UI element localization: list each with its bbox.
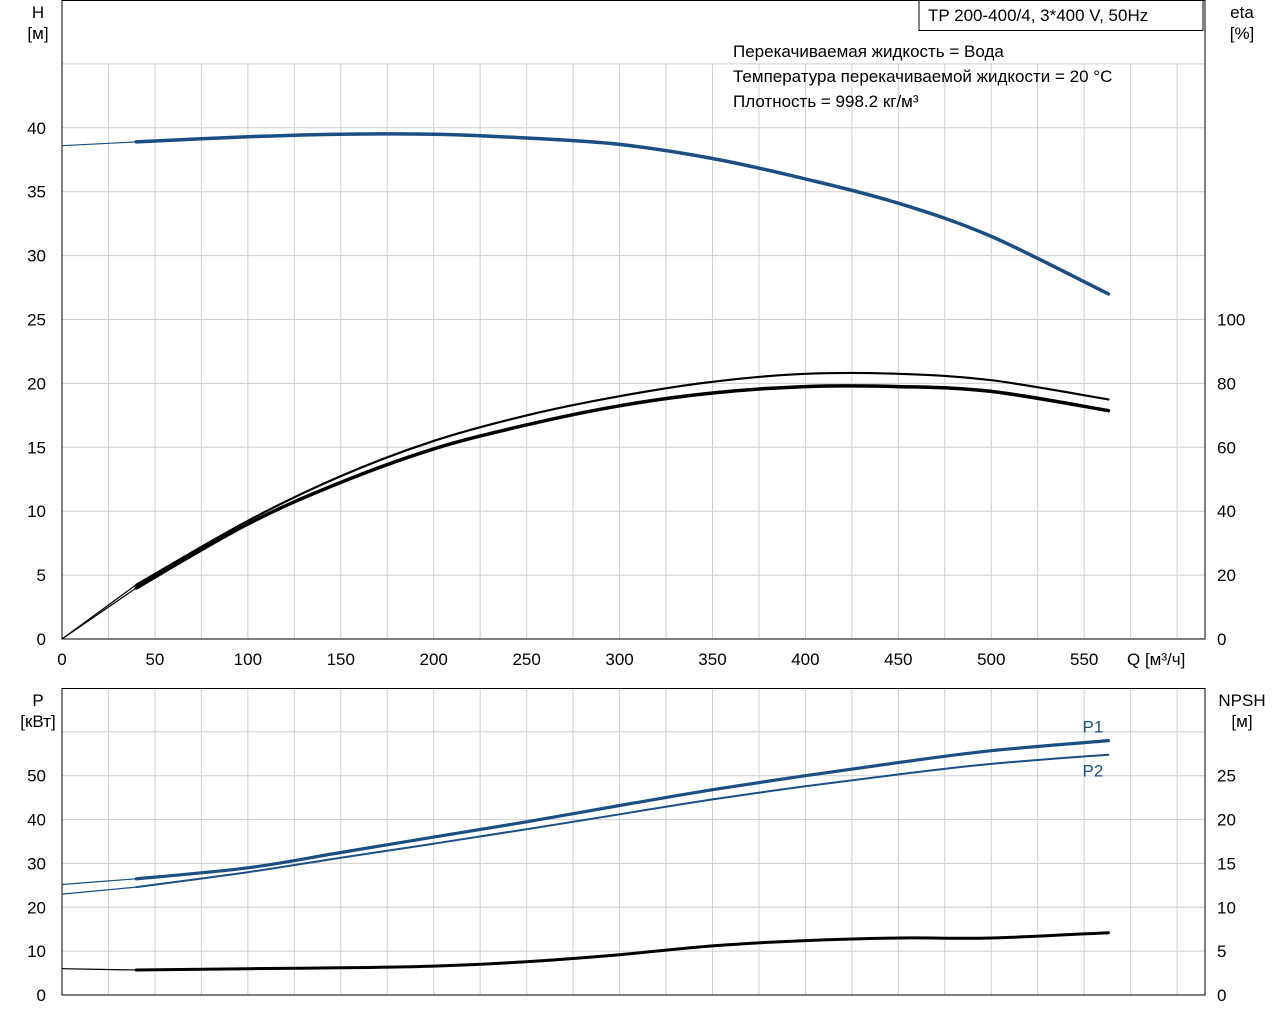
x-tick-label: 500: [977, 650, 1005, 669]
y-left-tick-label: 0: [37, 630, 46, 649]
x-tick-label: 100: [234, 650, 262, 669]
series-0-line: [134, 132, 1111, 296]
series-label-P1: P1: [1083, 718, 1104, 737]
x-tick-label: 400: [791, 650, 819, 669]
series-2-extrapolated-line: [61, 587, 137, 640]
y-left-tick-label: 30: [27, 247, 46, 266]
y-right-tick-label: 25: [1217, 767, 1236, 786]
grid: [62, 63, 1205, 639]
x-axis-label: Q [м³/ч]: [1127, 650, 1185, 669]
series-2-line: [134, 931, 1110, 972]
y-left-tick-label: 20: [27, 374, 46, 393]
title-box: [918, 0, 1204, 31]
series-2-extrapolated-line: [61, 968, 137, 971]
x-tick-label: 300: [605, 650, 633, 669]
y-left-tick-label: 25: [27, 311, 46, 330]
chart-title: TP 200-400/4, 3*400 V, 50Hz: [928, 6, 1148, 25]
y-right-axis-unit: [м]: [1231, 712, 1252, 731]
y-left-tick-label: 10: [27, 942, 46, 961]
y-right-tick-label: 10: [1217, 898, 1236, 917]
y-right-tick-label: 60: [1217, 438, 1236, 457]
y-left-tick-label: 20: [27, 898, 46, 917]
y-left-axis-unit: [кВт]: [20, 712, 55, 731]
y-right-tick-label: 0: [1217, 986, 1226, 1005]
y-right-axis-unit: [%]: [1230, 24, 1255, 43]
x-tick-label: 550: [1070, 650, 1098, 669]
y-right-axis-label: eta: [1230, 3, 1254, 22]
y-left-axis-label: P: [32, 691, 43, 710]
y-left-tick-label: 40: [27, 119, 46, 138]
y-left-tick-label: 35: [27, 183, 46, 202]
y-left-tick-label: 30: [27, 854, 46, 873]
grid: [62, 688, 1205, 995]
info-line: Перекачиваемая жидкость = Вода: [733, 42, 1004, 61]
series-0-extrapolated-line: [61, 141, 137, 147]
y-right-tick-label: 15: [1217, 854, 1236, 873]
y-left-tick-label: 50: [27, 767, 46, 786]
power-npsh-chart: P1 P2 0 10 20 30 40 50 0 5 10 15 20 25 P [кВт] NPSH [м]: [20, 688, 1266, 1005]
x-tick-label: 350: [698, 650, 726, 669]
y-right-tick-label: 20: [1217, 811, 1236, 830]
series-1-line: [135, 371, 1110, 586]
y-left-axis-unit: [м]: [27, 24, 48, 43]
series-label-P2: P2: [1083, 762, 1104, 781]
info-line: Температура перекачиваемой жидкости = 20…: [733, 67, 1112, 86]
y-left-tick-label: 5: [37, 566, 46, 585]
y-left-tick-label: 0: [37, 986, 46, 1005]
y-right-tick-label: 80: [1217, 374, 1236, 393]
series-0-line: [134, 739, 1110, 881]
y-right-tick-label: 20: [1217, 566, 1236, 585]
y-left-tick-label: 15: [27, 438, 46, 457]
y-left-tick-label: 10: [27, 502, 46, 521]
y-right-axis-label: NPSH: [1218, 691, 1265, 710]
y-right-tick-label: 5: [1217, 942, 1226, 961]
x-tick-label: 450: [884, 650, 912, 669]
x-tick-label: 250: [512, 650, 540, 669]
series-1-extrapolated-line: [61, 886, 137, 895]
y-right-tick-label: 40: [1217, 502, 1236, 521]
plot-frame: [61, 688, 1206, 996]
y-right-tick-label: 0: [1217, 630, 1226, 649]
y-left-tick-label: 40: [27, 811, 46, 830]
y-right-tick-label: 100: [1217, 311, 1245, 330]
x-tick-label: 0: [57, 650, 66, 669]
series-2-line: [134, 384, 1111, 590]
x-tick-label: 50: [145, 650, 164, 669]
x-tick-label: 150: [327, 650, 355, 669]
x-tick-label: 200: [420, 650, 448, 669]
series-1-line: [135, 753, 1110, 889]
series-0-extrapolated-line: [61, 878, 137, 886]
info-line: Плотность = 998.2 кг/м³: [733, 92, 919, 111]
plot-frame: [61, 0, 1206, 640]
y-left-axis-label: H: [32, 3, 44, 22]
